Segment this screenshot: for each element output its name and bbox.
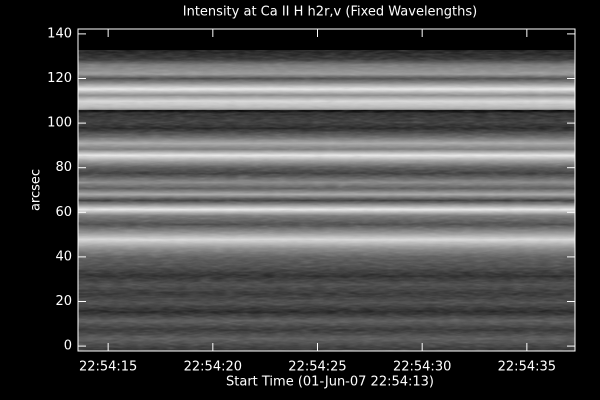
y-axis-label: arcsec (29, 169, 44, 211)
x-axis-label: Start Time (01-Jun-07 22:54:13) (226, 375, 434, 390)
x-tick-label: 22:54:20 (184, 360, 242, 375)
chart-title: Intensity at Ca II H h2r,v (Fixed Wavele… (183, 5, 477, 20)
y-tick-label: 60 (55, 205, 72, 220)
x-tick-label: 22:54:35 (498, 360, 556, 375)
x-tick-label: 22:54:15 (79, 360, 137, 375)
y-tick-label: 100 (47, 116, 72, 131)
y-tick-label: 120 (47, 71, 72, 86)
image-texture (78, 50, 575, 351)
y-tick-label: 40 (55, 249, 72, 264)
y-tick-label: 140 (47, 26, 72, 41)
plot-frame (77, 28, 576, 352)
x-tick-label: 22:54:25 (288, 360, 346, 375)
y-tick-label: 80 (55, 160, 72, 175)
y-tick-label: 0 (64, 339, 72, 354)
y-tick-label: 20 (55, 294, 72, 309)
x-tick-label: 22:54:30 (393, 360, 451, 375)
